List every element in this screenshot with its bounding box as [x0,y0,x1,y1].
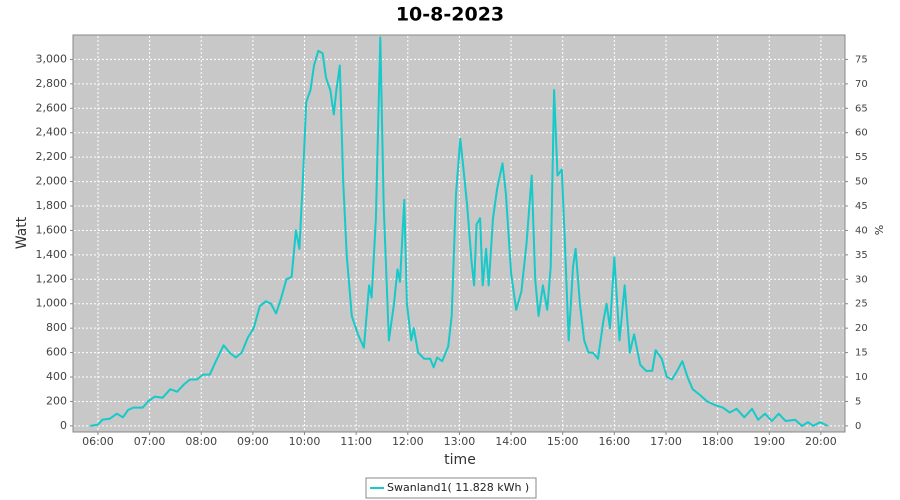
y2-tick-label: 45 [855,201,868,212]
y-tick-label: 2,200 [36,150,68,163]
y-tick-label: 400 [46,370,67,383]
x-tick-label: 20:00 [805,435,837,448]
y2-tick-label: 5 [855,396,861,407]
y-tick-label: 3,000 [36,52,68,65]
x-tick-label: 06:00 [82,435,114,448]
x-tick-label: 10:00 [289,435,321,448]
x-tick-label: 19:00 [753,435,785,448]
y2-tick-label: 65 [855,103,868,114]
y-tick-label: 2,000 [36,175,68,188]
y2-tick-label: 50 [855,177,868,188]
x-tick-label: 12:00 [392,435,424,448]
y-tick-label: 2,400 [36,126,68,139]
y-tick-label: 2,600 [36,101,68,114]
y-tick-label: 1,800 [36,199,68,212]
x-tick-label: 18:00 [702,435,734,448]
y2-tick-label: 25 [855,299,868,310]
legend [365,477,537,499]
x-tick-label: 17:00 [650,435,682,448]
y2-tick-label: 35 [855,250,868,261]
y2-tick-label: 70 [855,79,868,90]
y2-tick-label: 10 [855,372,868,383]
y2-tick-label: 60 [855,128,868,139]
y2-tick-label: 15 [855,348,868,359]
y-tick-label: 1,400 [36,248,68,261]
y-axis-label: Watt [14,216,30,249]
x-tick-label: 16:00 [598,435,630,448]
x-tick-label: 07:00 [134,435,166,448]
y-tick-label: 1,200 [36,272,68,285]
data-line [90,36,829,427]
x-tick-label: 15:00 [547,435,579,448]
y2-axis-label: % [873,225,886,235]
y2-tick-label: 20 [855,323,868,334]
x-tick-label: 13:00 [444,435,476,448]
y2-tick-label: 30 [855,274,868,285]
y-tick-label: 200 [46,394,67,407]
x-tick-label: 09:00 [237,435,269,448]
x-tick-label: 11:00 [340,435,372,448]
legend-label: Swanland1( 11.828 kWh ) [387,481,529,494]
x-tick-label: 08:00 [185,435,217,448]
chart-title: 10-8-2023 [396,4,504,26]
y2-tick-label: 40 [855,225,868,236]
y2-tick-label: 0 [855,421,861,432]
x-axis-label: time [444,452,476,468]
y-tick-label: 1,600 [36,223,68,236]
y2-tick-label: 55 [855,152,868,163]
y-tick-label: 0 [60,419,67,432]
y-tick-label: 600 [46,346,67,359]
y2-tick-label: 75 [855,54,868,65]
y-tick-label: 2,800 [36,77,68,90]
y-tick-label: 800 [46,321,67,334]
y-tick-label: 1,000 [36,297,68,310]
x-tick-label: 14:00 [495,435,527,448]
